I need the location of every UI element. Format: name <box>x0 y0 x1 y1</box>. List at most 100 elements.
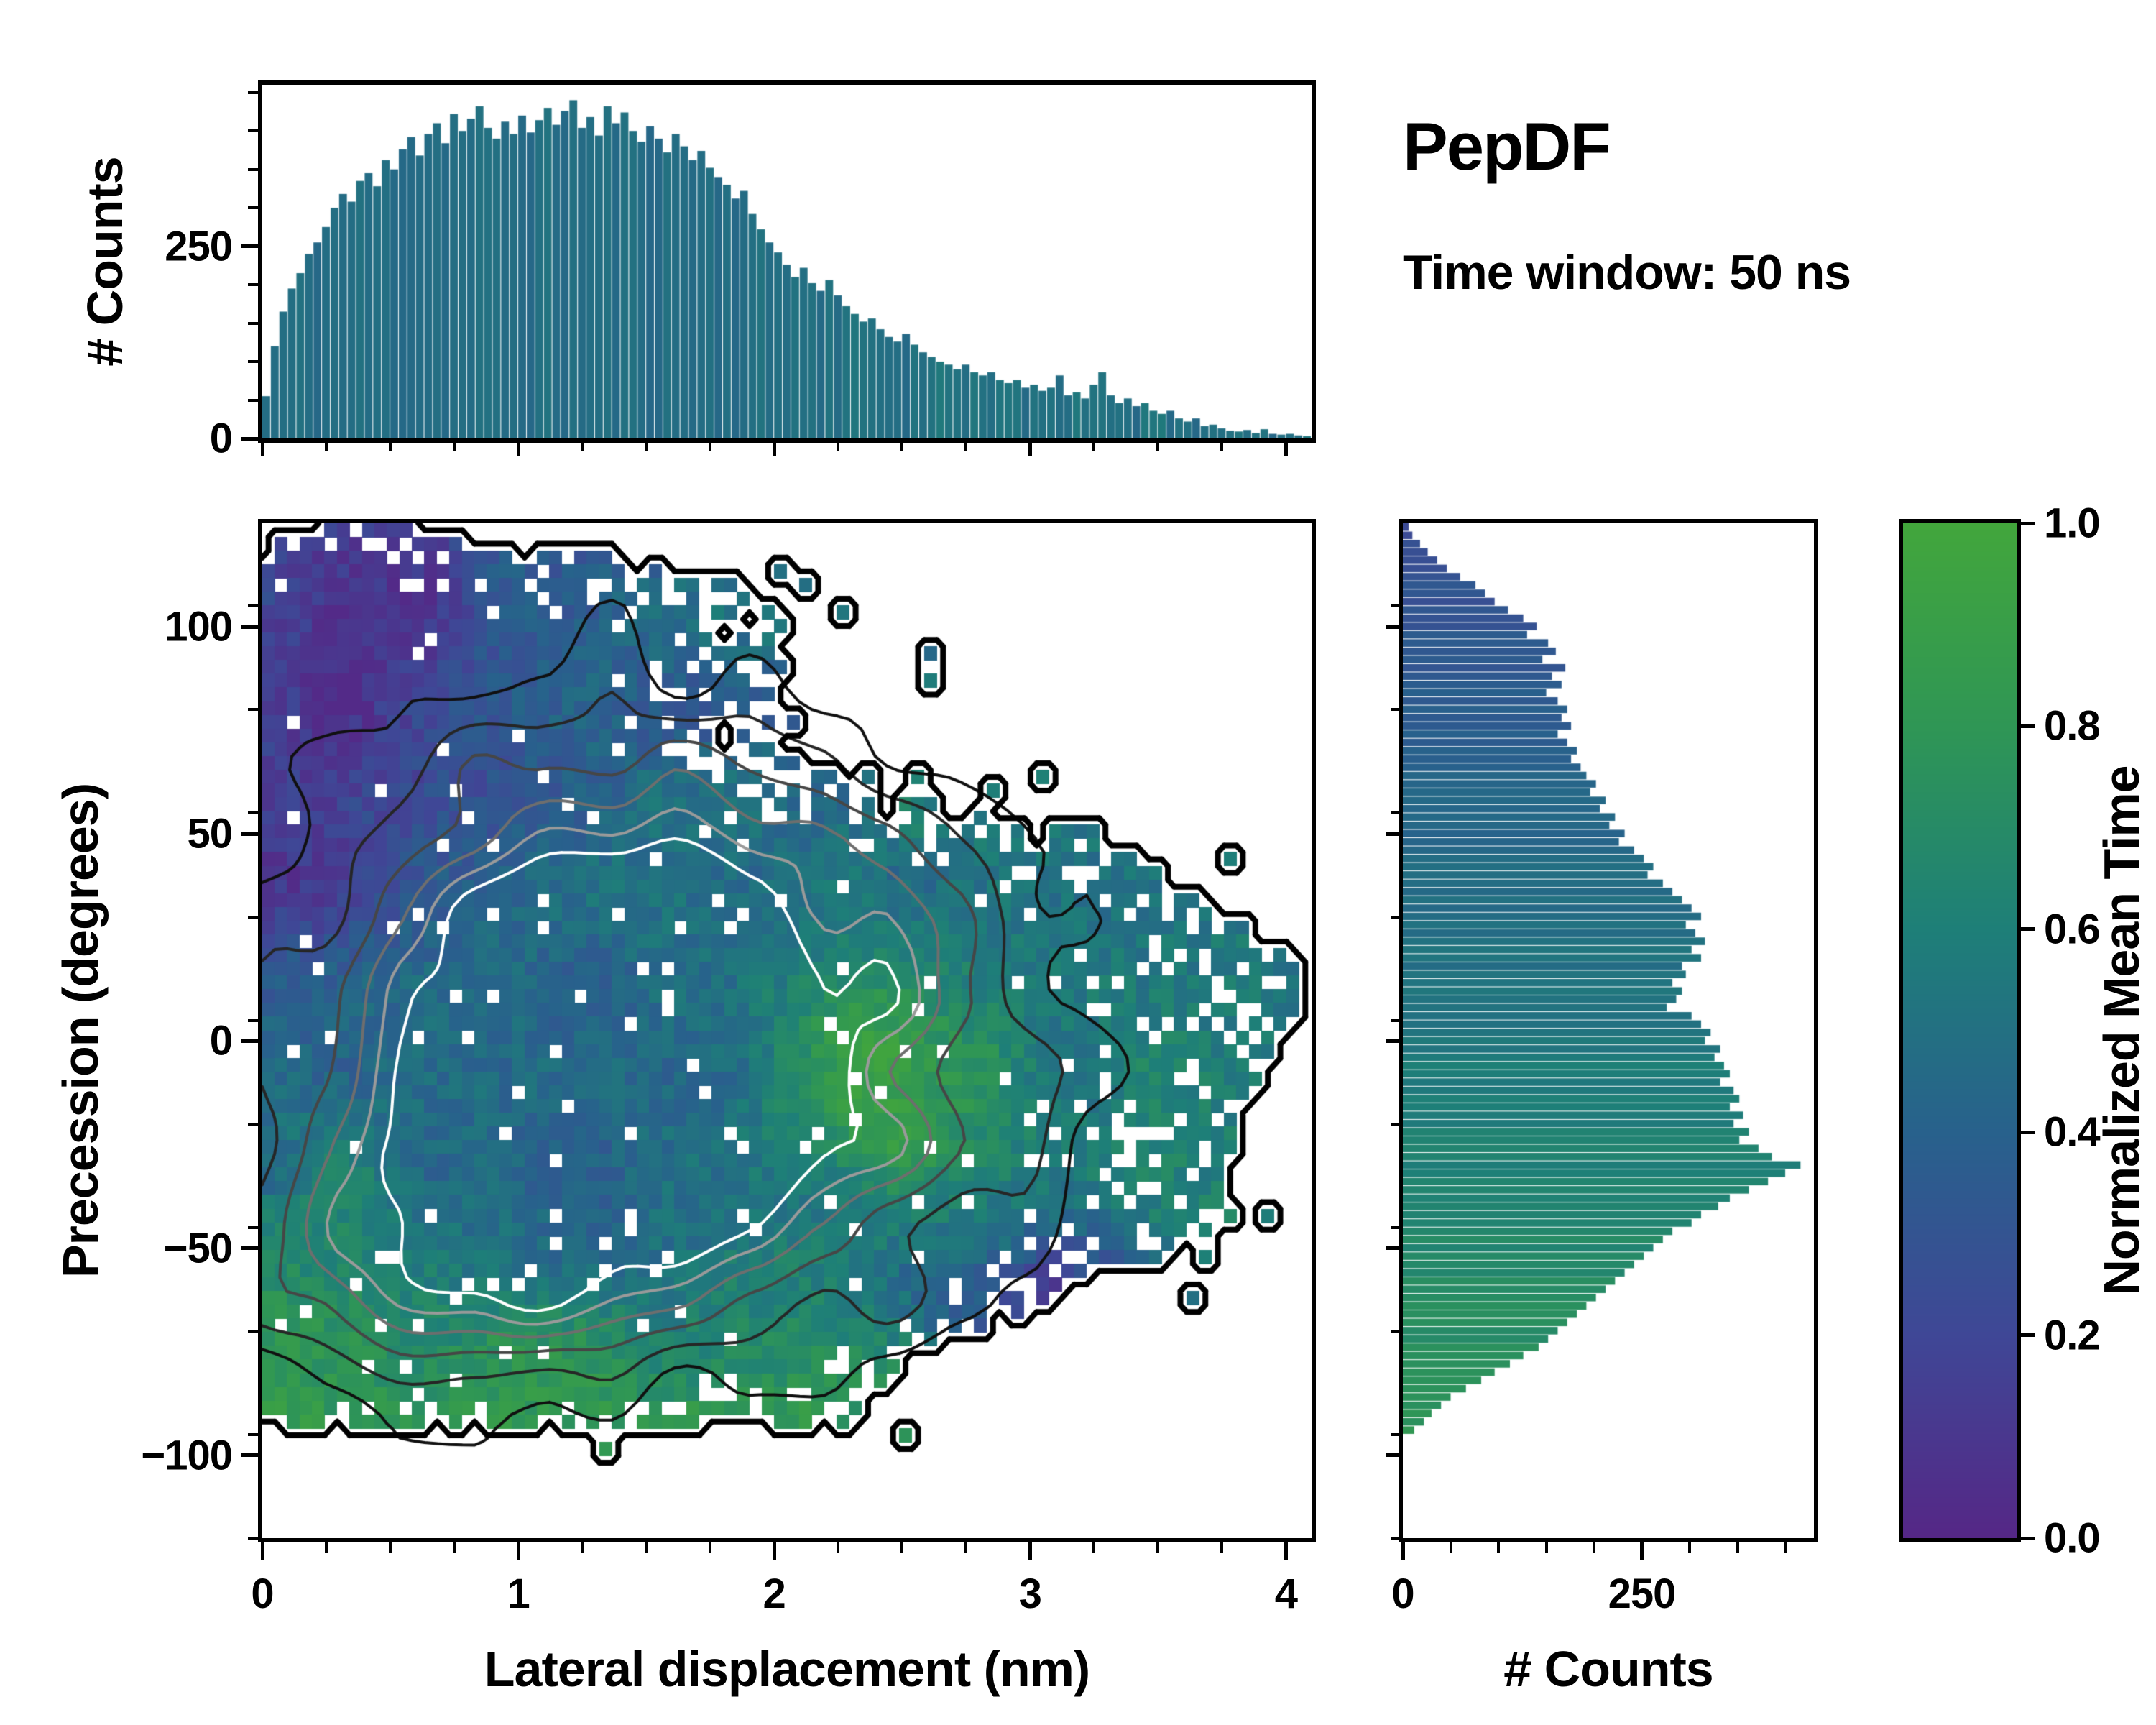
tick-mark <box>241 1246 258 1251</box>
tick-mark <box>241 625 258 629</box>
tick-mark <box>248 1018 258 1022</box>
tick-mark <box>1028 1542 1032 1560</box>
tick-mark <box>248 321 258 325</box>
tick-mark <box>1156 1542 1160 1552</box>
tick-mark <box>1220 443 1224 451</box>
tick-mark <box>900 1542 904 1552</box>
tick-label: 0.4 <box>2044 1108 2101 1156</box>
tick-mark <box>645 443 648 451</box>
tick-label: 0.0 <box>2044 1514 2101 1562</box>
tick-mark <box>1386 1453 1399 1458</box>
tick-mark <box>325 1542 328 1552</box>
joint-heatmap-canvas <box>262 523 1312 1538</box>
tick-mark <box>260 1542 264 1560</box>
tick-mark <box>241 1453 258 1458</box>
tick-mark <box>1391 915 1399 919</box>
tick-mark <box>709 1542 712 1552</box>
tick-mark <box>248 915 258 919</box>
tick-mark <box>1386 832 1399 836</box>
side-xlabel: # Counts <box>1503 1641 1713 1697</box>
tick-mark <box>248 360 258 364</box>
tick-mark <box>772 1542 776 1560</box>
tick-mark <box>248 283 258 287</box>
tick-mark <box>964 1542 968 1552</box>
tick-mark <box>1391 1432 1399 1436</box>
tick-mark <box>837 443 840 451</box>
tick-mark <box>1593 1542 1596 1552</box>
tick-label: 0.2 <box>2044 1312 2101 1359</box>
main-xlabel: Lateral displacement (nm) <box>484 1641 1090 1697</box>
tick-mark <box>645 1542 648 1552</box>
tick-mark <box>1284 443 1288 456</box>
tick-mark <box>248 708 258 712</box>
tick-mark <box>248 811 258 815</box>
tick-mark <box>772 443 776 456</box>
time-window-label: Time window: 50 ns <box>1403 245 1851 300</box>
tick-mark <box>1092 443 1096 451</box>
tick-mark <box>2021 1536 2035 1540</box>
dataset-title: PepDF <box>1403 109 1611 184</box>
tick-label: 3 <box>1018 1570 1042 1617</box>
tick-mark <box>248 129 258 133</box>
tick-mark <box>1640 1542 1644 1560</box>
tick-mark <box>2021 927 2035 932</box>
tick-mark <box>2021 1333 2035 1338</box>
tick-label: 100 <box>165 603 233 650</box>
tick-mark <box>1386 1246 1399 1251</box>
tick-mark <box>1391 1537 1399 1540</box>
tick-mark <box>1386 1039 1399 1043</box>
tick-mark <box>709 443 712 451</box>
tick-mark <box>248 1122 258 1126</box>
tick-mark <box>248 604 258 608</box>
tick-mark <box>1784 1542 1787 1552</box>
tick-mark <box>1688 1542 1692 1552</box>
tick-mark <box>1391 1018 1399 1022</box>
colorbar-label: Normalized Mean Time <box>2093 765 2150 1296</box>
tick-label: 250 <box>165 223 233 270</box>
tick-mark <box>325 443 328 451</box>
tick-mark <box>581 443 584 451</box>
tick-mark <box>1391 811 1399 815</box>
tick-mark <box>900 443 904 451</box>
tick-mark <box>389 1542 392 1552</box>
colorbar-canvas <box>1903 523 2017 1538</box>
tick-mark <box>516 1542 520 1560</box>
tick-mark <box>1391 1122 1399 1126</box>
tick-mark <box>2021 1130 2035 1134</box>
tick-label: 0.6 <box>2044 906 2101 953</box>
tick-mark <box>964 443 968 451</box>
tick-mark <box>260 443 264 456</box>
tick-mark <box>1544 1542 1548 1552</box>
tick-mark <box>241 244 258 249</box>
tick-mark <box>581 1542 584 1552</box>
tick-mark <box>2021 521 2035 525</box>
tick-mark <box>837 1542 840 1552</box>
tick-label: 4 <box>1274 1570 1298 1617</box>
tick-mark <box>389 443 392 451</box>
tick-label: 1.0 <box>2044 500 2101 547</box>
main-ylabel: Precession (degrees) <box>52 783 109 1279</box>
tick-mark <box>1156 443 1160 451</box>
tick-label: 50 <box>187 810 233 857</box>
tick-label: −100 <box>141 1432 233 1479</box>
tick-mark <box>453 443 456 451</box>
tick-label: 0 <box>1391 1570 1414 1617</box>
tick-label: 0 <box>209 415 233 462</box>
tick-mark <box>1284 1542 1288 1560</box>
side-histogram-canvas <box>1403 523 1814 1538</box>
top-histogram-canvas <box>262 85 1312 438</box>
tick-mark <box>248 1329 258 1333</box>
tick-mark <box>1391 1329 1399 1333</box>
tick-label: 0.8 <box>2044 702 2101 750</box>
tick-mark <box>1028 443 1032 456</box>
tick-mark <box>453 1542 456 1552</box>
tick-mark <box>248 206 258 210</box>
tick-mark <box>1736 1542 1739 1552</box>
tick-mark <box>1092 1542 1096 1552</box>
tick-mark <box>241 832 258 836</box>
tick-mark <box>248 167 258 171</box>
tick-label: −50 <box>163 1225 233 1272</box>
tick-mark <box>241 436 258 441</box>
tick-mark <box>1497 1542 1501 1552</box>
